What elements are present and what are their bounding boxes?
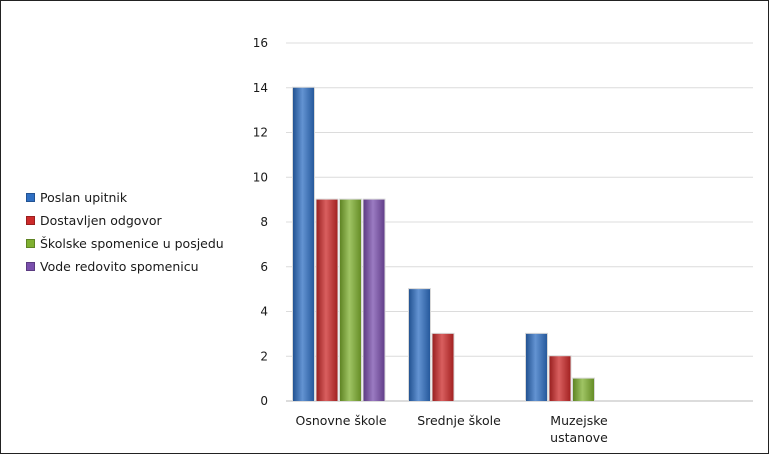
y-tick-label: 0 bbox=[260, 394, 268, 408]
bar bbox=[362, 198, 386, 401]
legend-swatch bbox=[26, 262, 35, 271]
bar bbox=[431, 332, 455, 401]
bar bbox=[548, 355, 572, 401]
y-tick-label: 2 bbox=[260, 349, 268, 363]
y-tick-label: 6 bbox=[260, 260, 268, 274]
legend-item: Poslan upitnik bbox=[26, 186, 224, 209]
x-category-label: Osnovne škole bbox=[295, 413, 386, 428]
legend-label: Vode redovito spomenicu bbox=[40, 259, 199, 274]
legend-label: Školske spomenice u posjedu bbox=[40, 236, 224, 251]
y-tick-label: 12 bbox=[253, 126, 268, 140]
x-category-label: ustanove bbox=[550, 430, 608, 445]
x-category-label: Muzejske bbox=[550, 413, 608, 428]
bar bbox=[572, 377, 595, 401]
y-axis-ticks: 0 2 4 6 8 10 12 14 16 bbox=[253, 36, 268, 408]
legend: Poslan upitnik Dostavljen odgovor Školske … bbox=[26, 186, 224, 278]
y-tick-label: 4 bbox=[260, 305, 268, 319]
y-tick-label: 16 bbox=[253, 36, 268, 50]
legend-swatch bbox=[26, 193, 35, 202]
y-tick-label: 14 bbox=[253, 81, 268, 95]
legend-item: Vode redovito spomenicu bbox=[26, 255, 224, 278]
legend-label: Dostavljen odgovor bbox=[40, 213, 162, 228]
bar bbox=[408, 288, 431, 401]
y-tick-label: 8 bbox=[260, 215, 268, 229]
bar bbox=[292, 86, 315, 401]
bar bbox=[339, 198, 362, 401]
legend-item: Školske spomenice u posjedu bbox=[26, 232, 224, 255]
bars bbox=[292, 86, 595, 401]
x-category-label: Srednje škole bbox=[417, 413, 501, 428]
legend-swatch bbox=[26, 216, 35, 225]
y-tick-label: 10 bbox=[253, 170, 268, 184]
bar bbox=[525, 332, 548, 401]
legend-swatch bbox=[26, 239, 35, 248]
x-axis-labels: Osnovne škole Srednje škole Muzejske ustano… bbox=[295, 413, 608, 445]
legend-item: Dostavljen odgovor bbox=[26, 209, 224, 232]
bar bbox=[315, 198, 339, 401]
legend-label: Poslan upitnik bbox=[40, 190, 128, 205]
